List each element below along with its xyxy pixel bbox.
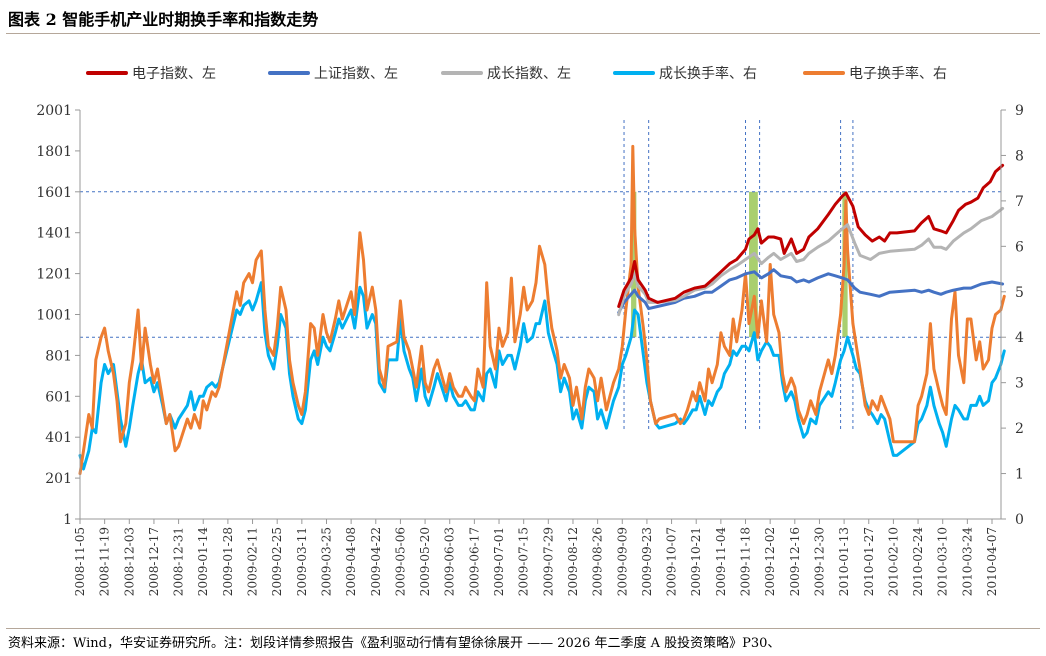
y-left-tick-label: 1601 xyxy=(36,185,72,201)
axes: 1201401601801100112011401160118012001012… xyxy=(36,103,1024,596)
x-tick-label: 2010-01-13 xyxy=(837,527,851,596)
x-tick-label: 2009-10-07 xyxy=(665,527,679,596)
highlight-band xyxy=(749,191,758,338)
x-tick-label: 2009-04-08 xyxy=(344,527,358,596)
x-tick-label: 2009-01-14 xyxy=(196,527,210,597)
source-note: 资料来源：Wind，华安证券研究所。注：划段详情参照报告《盈利驱动行情有望徐徐展… xyxy=(8,636,781,651)
y-right-tick-label: 4 xyxy=(1015,330,1024,346)
y-left-tick-label: 1001 xyxy=(36,308,72,324)
x-tick-label: 2009-12-02 xyxy=(763,527,777,596)
x-tick-label: 2009-11-04 xyxy=(714,527,728,597)
y-left-tick-label: 1801 xyxy=(36,144,72,160)
x-tick-label: 2010-01-27 xyxy=(862,527,876,596)
y-left-tick-label: 401 xyxy=(45,430,72,446)
x-tick-label: 2009-06-17 xyxy=(467,527,481,596)
legend-label: 上证指数、左 xyxy=(314,66,398,82)
series-line-4 xyxy=(78,281,1006,471)
x-tick-label: 2009-02-25 xyxy=(270,527,284,596)
y-left-tick-label: 1201 xyxy=(36,267,72,283)
y-left-tick-label: 2001 xyxy=(36,103,72,119)
x-tick-label: 2009-07-15 xyxy=(517,527,531,596)
y-right-tick-label: 9 xyxy=(1015,103,1024,119)
x-tick-label: 2009-07-01 xyxy=(492,527,506,596)
x-tick-label: 2009-01-28 xyxy=(221,527,235,596)
x-tick-label: 2009-06-03 xyxy=(443,527,457,596)
x-tick-label: 2009-09-09 xyxy=(615,527,629,596)
legend-label: 电子换手率、右 xyxy=(849,65,947,82)
x-tick-label: 2010-02-10 xyxy=(886,527,900,596)
x-tick-label: 2008-12-17 xyxy=(147,527,161,596)
x-tick-label: 2009-05-06 xyxy=(393,527,407,596)
chart-area: 电子指数、左 上证指数、左 成长指数、左 成长换手率、右 电子换手率、右 1201401… xyxy=(36,65,1024,596)
x-tick-label: 2008-12-31 xyxy=(172,527,186,596)
x-tick-label: 2009-03-25 xyxy=(319,527,333,596)
x-tick-label: 2010-03-10 xyxy=(936,527,950,596)
y-right-tick-label: 7 xyxy=(1015,194,1024,210)
series-lines xyxy=(78,144,1006,476)
y-right-tick-label: 3 xyxy=(1015,376,1024,392)
x-tick-label: 2008-11-05 xyxy=(73,527,87,596)
x-tick-label: 2010-04-07 xyxy=(985,527,999,596)
y-right-tick-label: 8 xyxy=(1015,148,1024,164)
y-right-tick-label: 0 xyxy=(1015,512,1024,528)
legend-label: 成长指数、左 xyxy=(487,66,571,82)
x-tick-label: 2009-04-22 xyxy=(369,527,383,596)
x-tick-label: 2009-05-20 xyxy=(418,527,432,596)
x-tick-label: 2009-07-29 xyxy=(541,527,555,596)
x-tick-label: 2009-12-16 xyxy=(788,527,802,596)
legend-label: 电子指数、左 xyxy=(132,66,216,82)
y-left-tick-label: 201 xyxy=(45,471,72,487)
y-left-tick-label: 601 xyxy=(45,389,72,405)
series-line-3 xyxy=(617,206,1005,317)
y-left-tick-label: 1 xyxy=(63,512,72,528)
x-tick-label: 2009-08-26 xyxy=(591,527,605,596)
x-tick-label: 2008-11-19 xyxy=(98,527,112,596)
x-tick-label: 2009-11-18 xyxy=(739,527,753,596)
x-tick-label: 2009-08-12 xyxy=(566,527,580,596)
y-right-tick-label: 1 xyxy=(1015,467,1024,483)
x-tick-label: 2010-03-24 xyxy=(960,527,974,597)
x-tick-label: 2008-12-03 xyxy=(122,527,136,596)
series-line-2 xyxy=(617,268,1005,315)
title-bar: 图表 2 智能手机产业时期换手率和指数走势 xyxy=(0,0,1046,34)
figure-title: 图表 2 智能手机产业时期换手率和指数走势 xyxy=(8,10,319,29)
series-line-1 xyxy=(617,163,1005,308)
legend: 电子指数、左 上证指数、左 成长指数、左 成长换手率、右 电子换手率、右 xyxy=(86,65,947,82)
y-right-tick-label: 2 xyxy=(1015,421,1024,437)
y-left-tick-label: 801 xyxy=(45,348,72,364)
x-tick-label: 2009-09-23 xyxy=(640,527,654,596)
footer-divider xyxy=(6,628,1040,629)
x-tick-label: 2009-03-11 xyxy=(295,527,309,596)
x-tick-label: 2009-12-30 xyxy=(812,527,826,596)
x-tick-label: 2009-02-11 xyxy=(246,527,260,596)
title-divider xyxy=(6,33,1040,34)
legend-label: 成长换手率、右 xyxy=(659,65,757,82)
x-tick-label: 2009-10-21 xyxy=(689,527,703,596)
x-tick-label: 2010-02-24 xyxy=(911,527,925,597)
y-right-tick-label: 6 xyxy=(1015,239,1024,255)
y-left-tick-label: 1401 xyxy=(36,226,72,242)
y-right-tick-label: 5 xyxy=(1015,285,1024,301)
